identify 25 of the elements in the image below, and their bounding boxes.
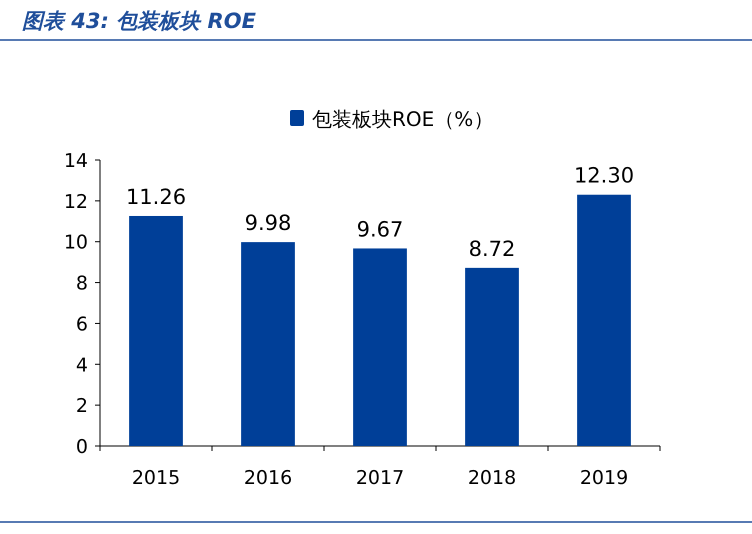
y-tick-label: 12 xyxy=(64,190,88,213)
y-tick-label: 0 xyxy=(76,436,88,458)
data-label: 9.67 xyxy=(356,217,404,242)
x-tick-label: 2017 xyxy=(356,467,404,489)
bar xyxy=(241,242,295,446)
y-tick-label: 6 xyxy=(76,313,88,336)
chart-title: 图表 43: 包装板块 ROE xyxy=(22,9,257,33)
x-tick-label: 2018 xyxy=(468,467,516,489)
x-tick-label: 2016 xyxy=(244,467,292,489)
data-label: 8.72 xyxy=(468,236,516,261)
bar xyxy=(129,216,183,446)
data-label: 11.26 xyxy=(126,184,186,209)
bar xyxy=(465,268,519,446)
y-tick-label: 8 xyxy=(76,272,88,295)
x-tick-label: 2015 xyxy=(132,467,180,489)
y-tick-label: 14 xyxy=(64,150,88,172)
bar xyxy=(353,248,407,446)
x-tick-label: 2019 xyxy=(580,467,628,489)
y-tick-label: 2 xyxy=(76,395,88,418)
y-tick-label: 10 xyxy=(64,232,88,254)
data-label: 9.98 xyxy=(244,211,292,236)
bar xyxy=(577,194,631,446)
legend-label: 包装板块ROE（%） xyxy=(312,107,494,131)
y-tick-label: 4 xyxy=(76,354,88,376)
data-label: 12.30 xyxy=(574,164,634,188)
